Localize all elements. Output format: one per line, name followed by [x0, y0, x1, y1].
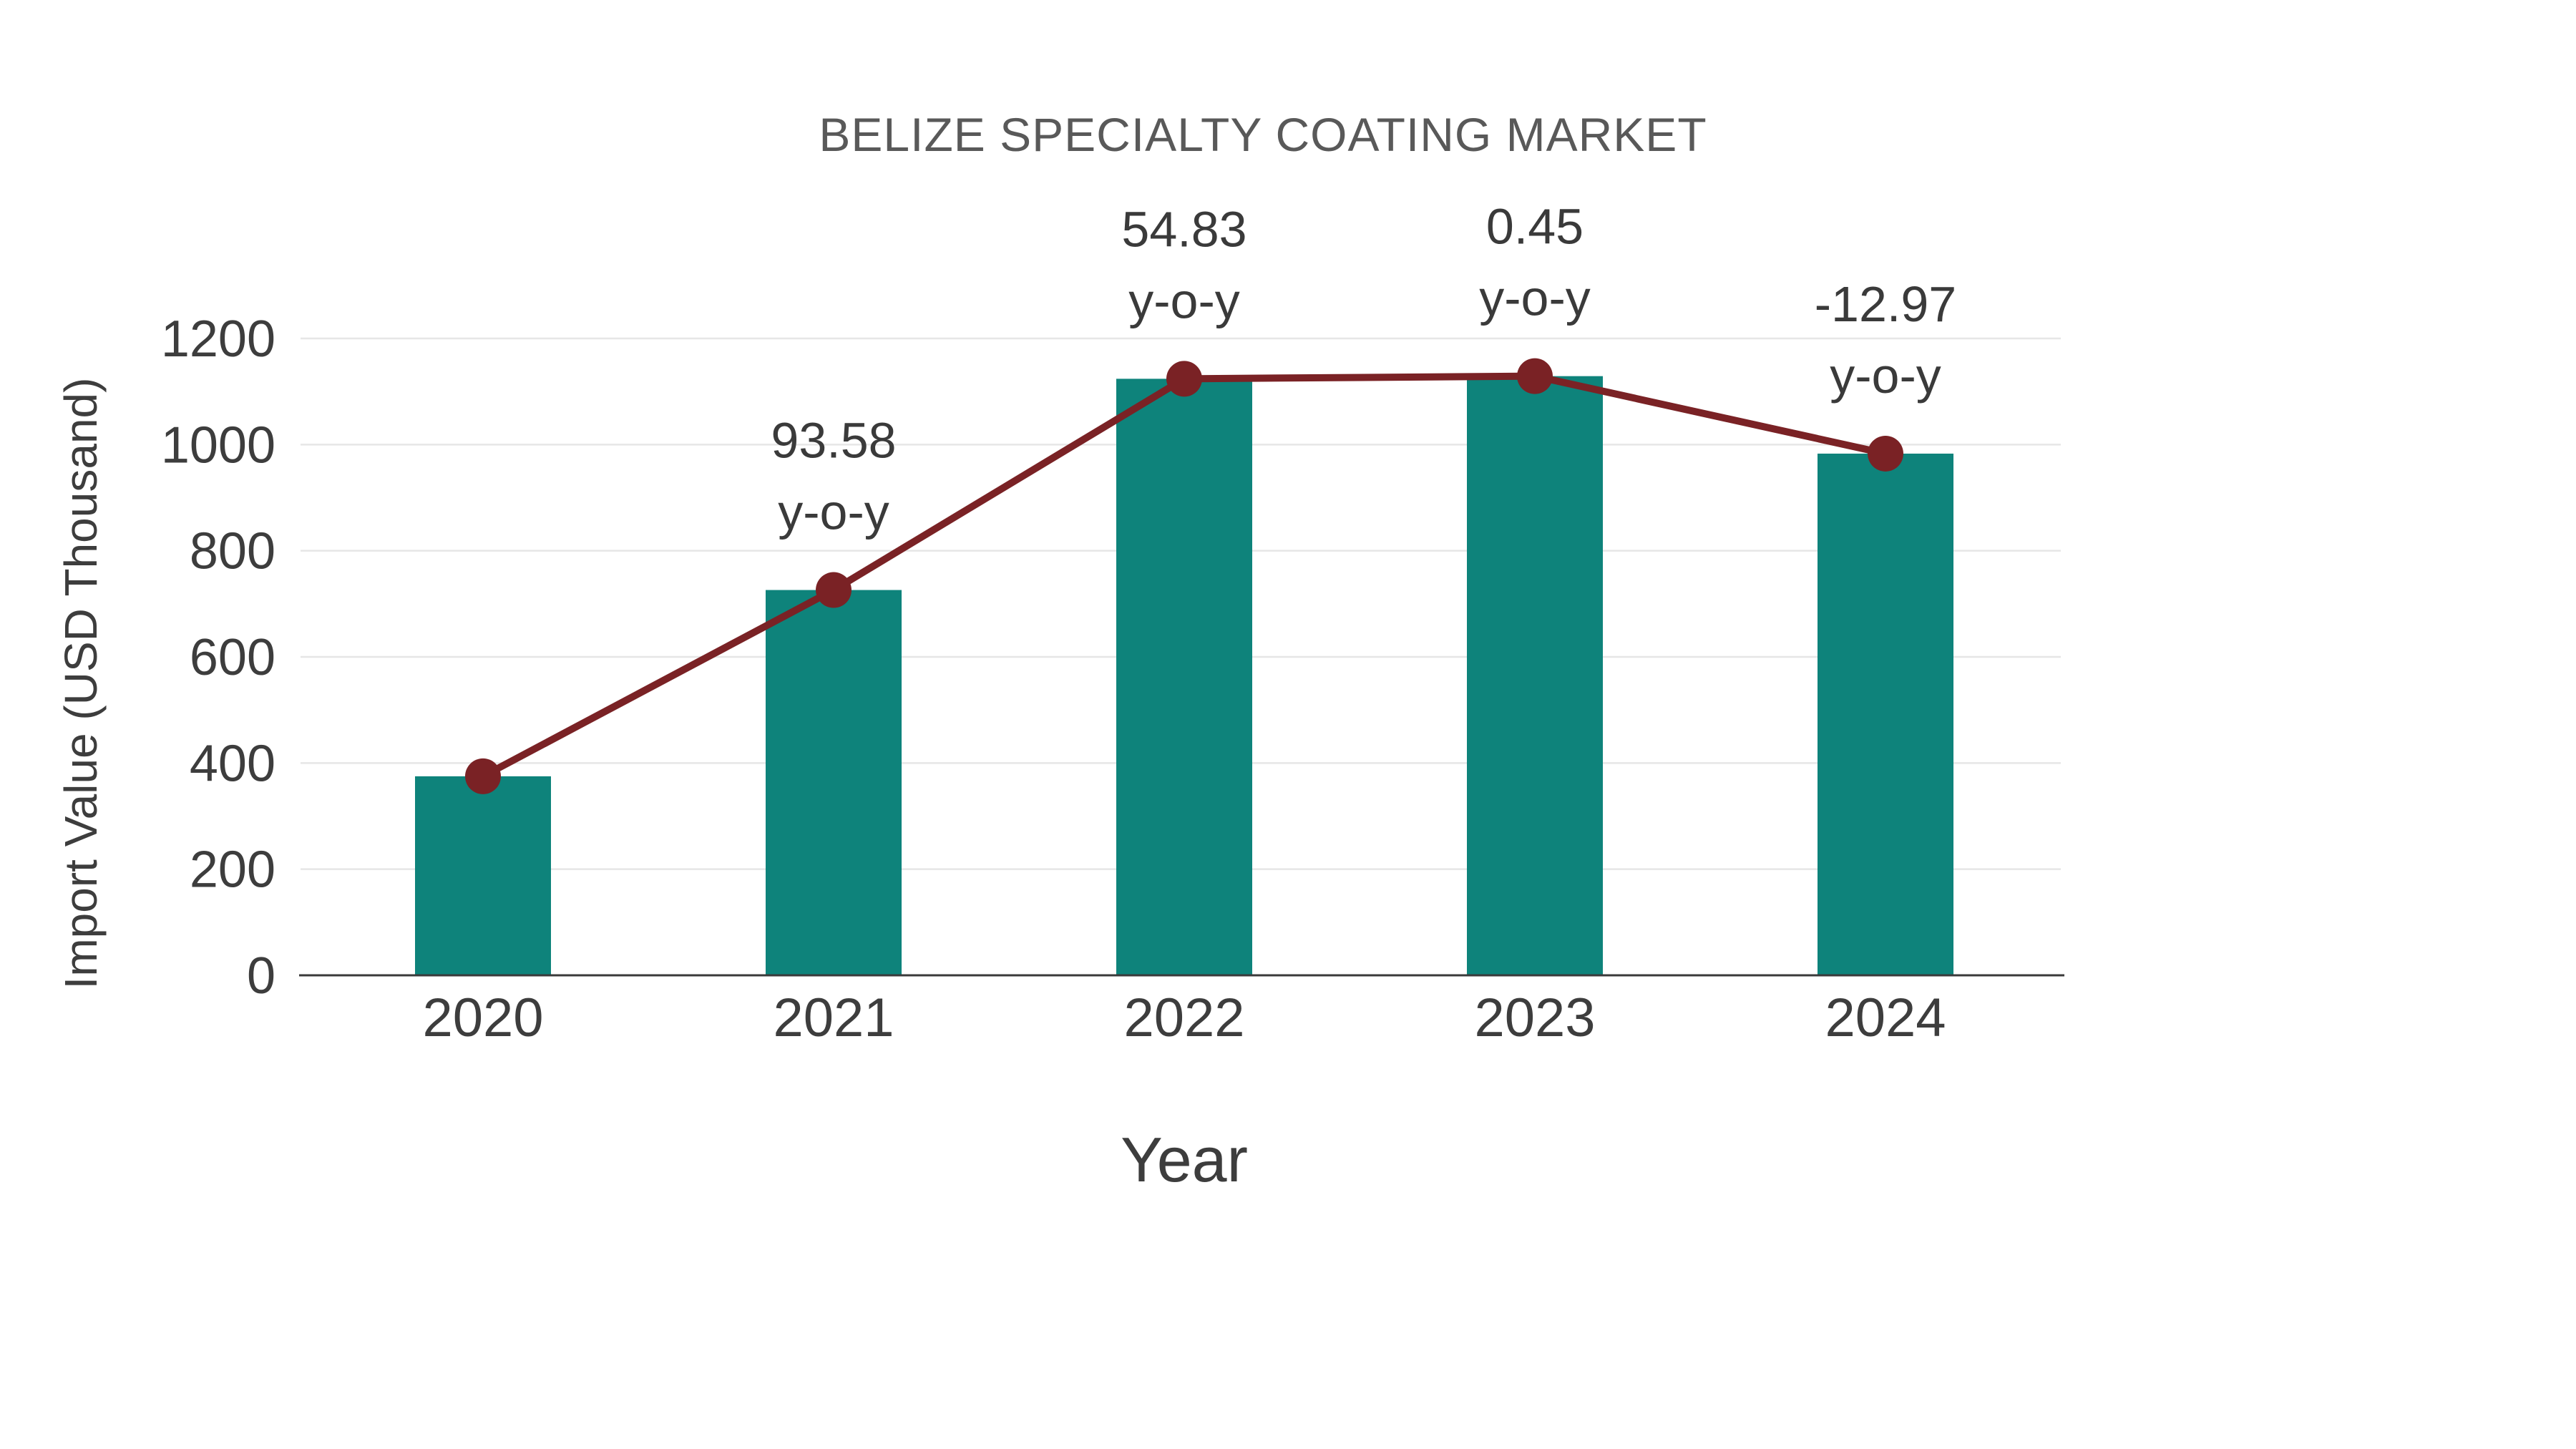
x-tick-label-2020: 2020 [422, 987, 543, 1048]
x-axis-title: Year [1121, 1124, 1248, 1195]
y-tick-label-200: 200 [190, 841, 275, 899]
y-tick-label-600: 600 [190, 629, 275, 686]
bar-2022 [1116, 379, 1252, 975]
yoy-marker-2024 [1868, 435, 1903, 472]
x-tick-label-2024: 2024 [1825, 987, 1946, 1048]
bar-2021 [766, 590, 902, 975]
annotation-suffix-2022: y-o-y [1128, 273, 1240, 328]
annotation-value-2021: 93.58 [771, 413, 896, 469]
y-tick-label-400: 400 [190, 735, 275, 792]
y-tick-label-0: 0 [247, 947, 275, 1005]
y-tick-label-1000: 1000 [161, 416, 275, 474]
bar-2023 [1467, 376, 1603, 975]
annotation-value-2022: 54.83 [1121, 201, 1246, 257]
x-tick-label-2022: 2022 [1123, 987, 1244, 1048]
yoy-marker-2020 [465, 758, 501, 794]
annotation-suffix-2023: y-o-y [1479, 270, 1591, 326]
bar-2020 [415, 776, 551, 975]
annotation-value-2023: 0.45 [1486, 199, 1584, 255]
chart-title: BELIZE SPECIALTY COATING MARKET [819, 108, 1707, 161]
yoy-marker-2021 [816, 572, 852, 608]
yoy-marker-2023 [1517, 358, 1553, 394]
y-tick-label-800: 800 [190, 523, 275, 580]
annotation-suffix-2021: y-o-y [778, 484, 889, 540]
annotation-suffix-2024: y-o-y [1830, 348, 1941, 404]
annotation-value-2024: -12.97 [1815, 276, 1956, 332]
x-tick-label-2023: 2023 [1474, 987, 1595, 1048]
x-tick-label-2021: 2021 [773, 987, 894, 1048]
yoy-marker-2022 [1166, 361, 1202, 397]
bar-2024 [1818, 453, 1953, 975]
y-axis-title: Import Value (USD Thousand) [55, 377, 107, 990]
y-tick-label-1200: 1200 [161, 311, 275, 368]
